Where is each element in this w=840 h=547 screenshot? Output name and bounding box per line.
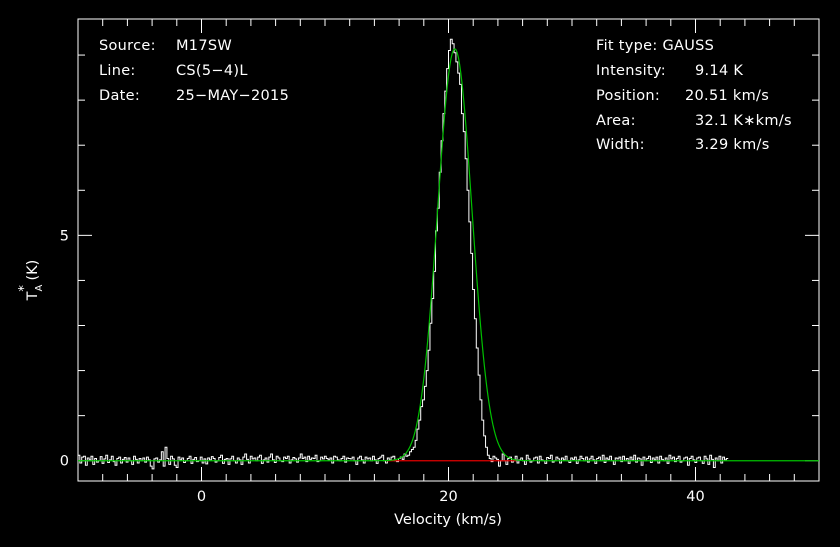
- position-value: 20.51 km/s: [685, 88, 769, 104]
- intensity-label: Intensity:: [596, 63, 666, 79]
- x-tick-label: 0: [197, 489, 206, 505]
- source-label: Source:: [99, 38, 156, 54]
- y-axis-label: TA* (K): [17, 260, 45, 302]
- x-axis-label: Velocity (km/s): [394, 512, 502, 528]
- gaussian-fit-series: [78, 47, 819, 462]
- area-value: 32.1 K∗km/s: [695, 113, 792, 129]
- source-value: M17SW: [176, 38, 232, 54]
- y-axis-label-main: T: [25, 291, 41, 301]
- width-value: 3.29 km/s: [695, 137, 770, 153]
- y-axis-label-sub: A: [34, 284, 45, 291]
- area-label: Area:: [596, 113, 636, 129]
- y-axis-label-unit: (K): [25, 260, 41, 285]
- y-tick-label: 0: [60, 454, 69, 470]
- width-label: Width:: [596, 137, 645, 153]
- intensity-value: 9.14 K: [695, 63, 743, 79]
- date-value: 25−MAY−2015: [176, 88, 289, 104]
- date-label: Date:: [99, 88, 140, 104]
- x-tick-label: 40: [686, 489, 704, 505]
- line-value: CS(5−4)L: [176, 63, 248, 79]
- line-label: Line:: [99, 63, 136, 79]
- x-tick-label: 20: [439, 489, 457, 505]
- fit-type-text: Fit type: GAUSS: [596, 38, 714, 54]
- y-axis-label-sup: *: [17, 285, 32, 292]
- position-label: Position:: [596, 88, 660, 104]
- svg-text:TA* (K): TA* (K): [17, 260, 45, 302]
- y-tick-label: 5: [60, 228, 69, 244]
